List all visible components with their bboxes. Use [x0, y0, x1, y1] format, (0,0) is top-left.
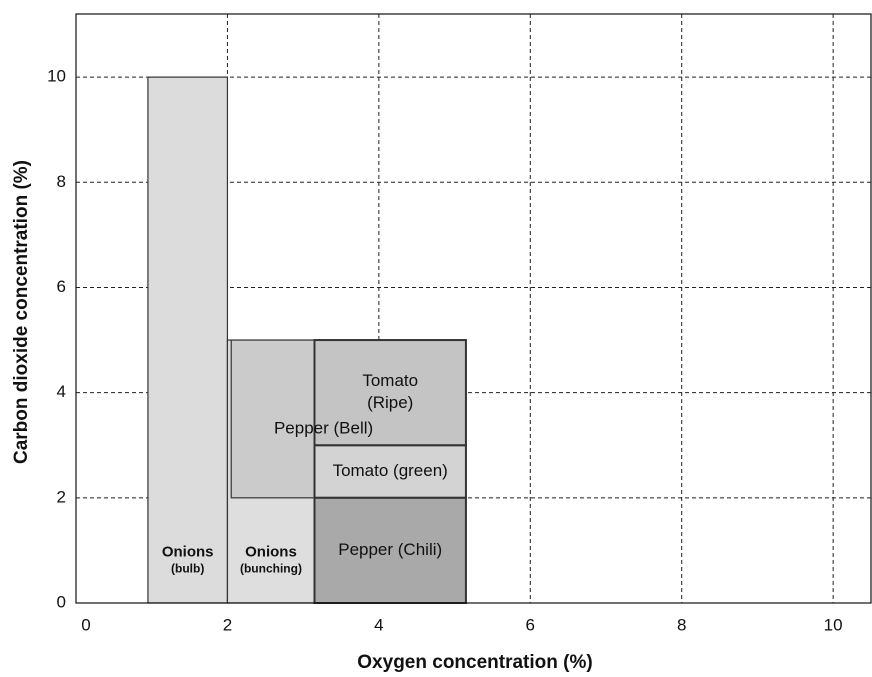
- region-label: Tomato: [362, 371, 418, 390]
- y-tick-label: 8: [57, 172, 66, 191]
- region: [147, 76, 229, 604]
- x-tick-label: 4: [374, 615, 383, 634]
- region-label: (bunching): [240, 562, 302, 576]
- x-tick-label: 0: [81, 615, 90, 634]
- region: [313, 496, 467, 605]
- region-label: Tomato (green): [333, 461, 448, 480]
- y-tick-label: 6: [57, 277, 66, 296]
- region: [313, 339, 467, 447]
- x-tick-label: 8: [677, 615, 686, 634]
- x-tick-label: 6: [526, 615, 535, 634]
- region-label: Onions: [245, 543, 297, 560]
- y-tick-label: 2: [57, 487, 66, 506]
- region-label: Pepper (Bell): [274, 418, 373, 437]
- plot-frame: [75, 13, 872, 604]
- y-axis-title: Carbon dioxide concentration (%): [11, 160, 32, 464]
- x-tick-label: 10: [824, 615, 843, 634]
- region-label: (Ripe): [367, 393, 413, 412]
- y-tick-label: 10: [47, 67, 66, 86]
- x-axis-title: Oxygen concentration (%): [357, 652, 592, 673]
- y-tick-label: 0: [57, 592, 66, 611]
- region-label: (bulb): [171, 562, 204, 576]
- x-tick-label: 2: [223, 615, 232, 634]
- y-tick-label: 4: [57, 382, 66, 401]
- region-label: Onions: [162, 543, 214, 560]
- region-label: Pepper (Chili): [338, 540, 442, 559]
